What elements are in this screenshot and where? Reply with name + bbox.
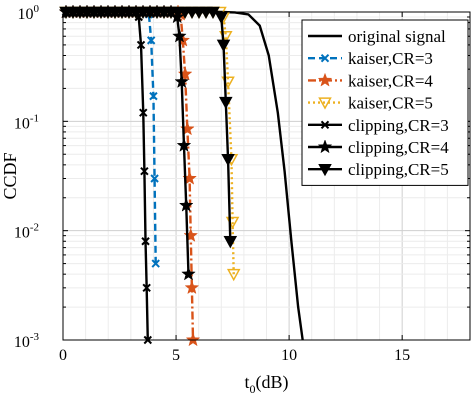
data-point [226, 268, 241, 282]
data-point [181, 266, 196, 281]
marker-stroke [149, 91, 158, 101]
y-tick-label: 100 [18, 3, 40, 23]
data-point [219, 96, 233, 110]
series-line [63, 10, 195, 341]
plot-frame [62, 11, 471, 341]
legend-marker [317, 139, 333, 154]
data-point [140, 166, 149, 176]
data-point [149, 91, 158, 101]
ticks: 0 5 10 15 100 10-1 10-2 10-3 [14, 3, 470, 364]
marker-stroke [139, 108, 148, 117]
marker-stroke [146, 36, 156, 45]
legend-entry: original signal [308, 27, 446, 46]
data-point [139, 108, 148, 117]
marker-stroke [141, 237, 150, 246]
marker-stroke [320, 120, 330, 130]
data-point [214, 11, 229, 25]
legend-entry: clipping,CR=3 [308, 116, 449, 135]
marker-stroke [136, 40, 146, 50]
legend-label: kaiser,CR=3 [348, 49, 433, 68]
y-tick-label: 10-1 [14, 112, 39, 132]
series-line [63, 10, 235, 275]
x-tick-label: 0 [59, 347, 67, 364]
legend-marker [320, 120, 330, 130]
data-point [150, 174, 159, 183]
marker-stroke [320, 53, 330, 63]
y-axis-label: CCDF [0, 152, 20, 199]
y-tick-label: 10-2 [14, 222, 39, 242]
data-point [183, 227, 199, 242]
x-axis-label: t0(dB) [244, 372, 288, 396]
legend-entry: kaiser,CR=5 [308, 94, 433, 113]
legend-entry: kaiser,CR=4 [308, 71, 433, 90]
x-tick-label: 15 [394, 347, 410, 364]
legend-label: original signal [348, 27, 446, 46]
data-point [151, 259, 160, 268]
data-point [216, 39, 231, 52]
legend-label: kaiser,CR=5 [348, 94, 433, 113]
data-point [146, 36, 156, 45]
legend-label: clipping,CR=4 [348, 138, 449, 157]
legend-marker [320, 53, 330, 63]
series-2 [58, 4, 201, 347]
legend-label: kaiser,CR=4 [348, 71, 433, 90]
legend-entry: clipping,CR=5 [308, 160, 449, 179]
marker-stroke [142, 283, 151, 293]
data-point [136, 40, 146, 50]
series-line [63, 10, 190, 275]
marker-stroke [151, 259, 160, 268]
marker-stroke [140, 166, 149, 176]
data-point [172, 28, 187, 43]
legend-entry: kaiser,CR=3 [308, 49, 433, 68]
legend-label: clipping,CR=3 [348, 116, 449, 135]
y-tick-label: 10-3 [14, 331, 40, 351]
legend: original signal kaiser,CR=3 kaiser,CR=4 kai… [301, 19, 469, 186]
data-point [174, 74, 190, 89]
data-point [185, 332, 201, 347]
data-point [178, 197, 194, 212]
data-point [142, 283, 151, 293]
series-line [63, 10, 149, 341]
legend-marker [318, 163, 332, 177]
legend-marker [318, 97, 332, 110]
x-tick-label: 10 [281, 347, 297, 364]
x-tick-label: 5 [172, 347, 180, 364]
series-5 [58, 4, 196, 281]
marker-stroke [150, 174, 159, 183]
data-point [223, 236, 238, 249]
legend-entry: clipping,CR=4 [308, 138, 449, 157]
series-4 [61, 7, 152, 345]
data-point [141, 237, 150, 246]
series-3 [59, 6, 241, 282]
data-point [176, 137, 192, 152]
data-point [221, 153, 235, 167]
axis-labels: t0(dB) CCDF [0, 152, 289, 396]
data-point [184, 280, 200, 295]
legend-label: clipping,CR=5 [348, 160, 449, 179]
legend-marker [317, 72, 333, 87]
